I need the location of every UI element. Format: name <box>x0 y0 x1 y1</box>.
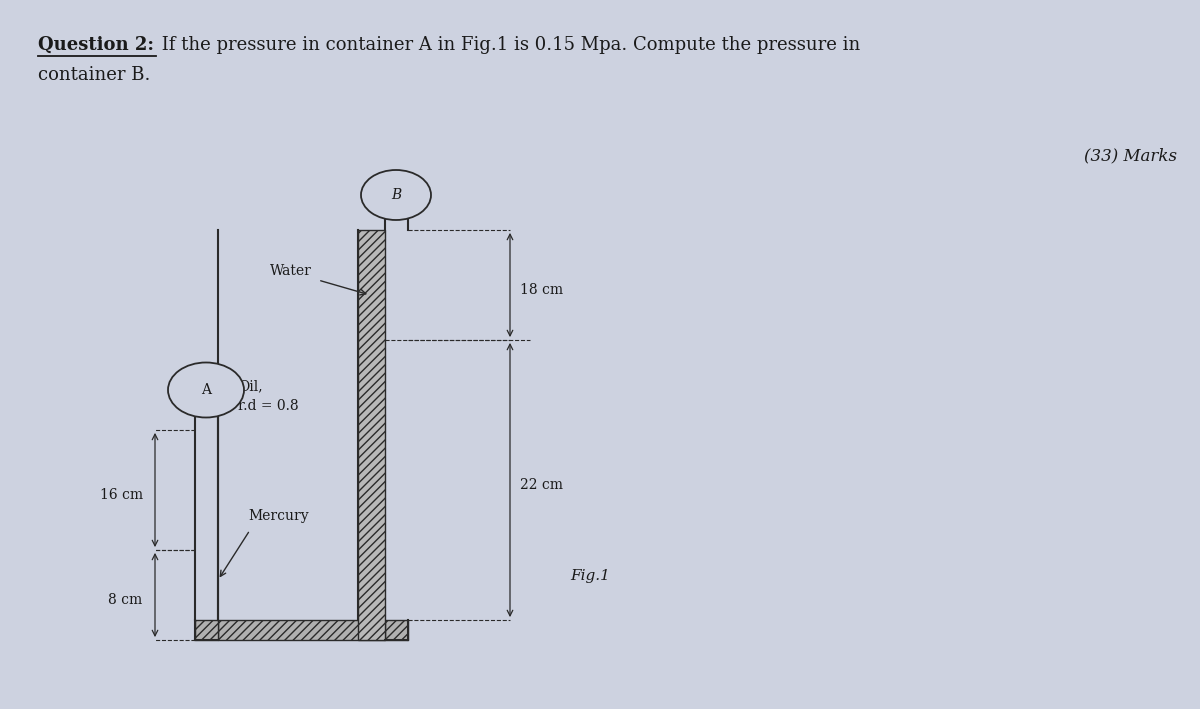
Bar <box>358 230 385 640</box>
Text: container B.: container B. <box>38 66 150 84</box>
Text: r.d = 0.8: r.d = 0.8 <box>238 399 299 413</box>
Text: A: A <box>202 383 211 397</box>
Text: 16 cm: 16 cm <box>100 488 143 502</box>
Text: 8 cm: 8 cm <box>108 593 143 607</box>
Text: Water: Water <box>270 264 312 278</box>
Text: Fig.1: Fig.1 <box>570 569 610 583</box>
Text: 18 cm: 18 cm <box>520 283 563 297</box>
Text: Mercury: Mercury <box>248 509 308 523</box>
Ellipse shape <box>168 362 244 418</box>
Bar <box>194 620 218 640</box>
Text: B: B <box>391 188 401 202</box>
Text: Oil,: Oil, <box>238 379 263 393</box>
Text: (33) Marks: (33) Marks <box>1084 147 1176 164</box>
Text: 22 cm: 22 cm <box>520 478 563 492</box>
Text: Question 2:: Question 2: <box>38 36 154 54</box>
Text: If the pressure in container A in Fig.1 is 0.15 Mpa. Compute the pressure in: If the pressure in container A in Fig.1 … <box>156 36 860 54</box>
Bar <box>218 620 385 640</box>
Bar <box>385 620 408 640</box>
Ellipse shape <box>361 170 431 220</box>
